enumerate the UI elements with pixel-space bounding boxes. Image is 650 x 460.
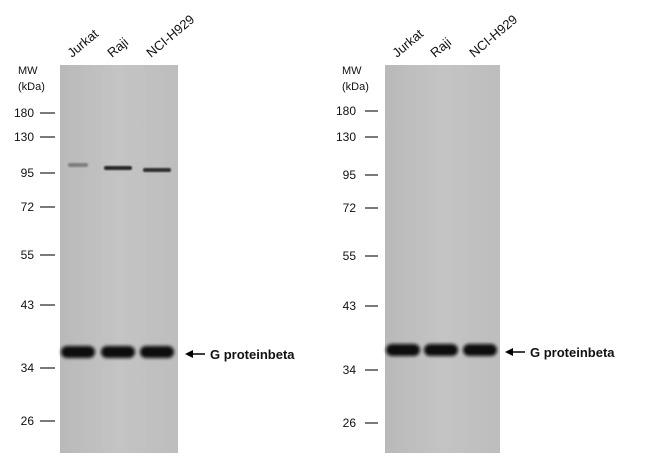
marker-label: 34 <box>343 363 357 377</box>
lane-label: Jurkat <box>389 26 426 60</box>
marker-label: 34 <box>21 361 35 375</box>
marker-label: 26 <box>343 416 357 430</box>
marker-label: 43 <box>343 299 357 313</box>
marker-label: 180 <box>336 104 356 118</box>
faint-band <box>143 168 171 172</box>
band-label: G proteinbeta <box>210 347 295 362</box>
marker-label: 95 <box>343 168 357 182</box>
lane-label: Raji <box>104 34 131 60</box>
mw-label: MW <box>18 65 38 77</box>
mw-unit-label: (kDa) <box>342 81 369 93</box>
marker-label: 130 <box>336 130 356 144</box>
arrow-head <box>505 348 513 356</box>
protein-band <box>140 346 174 358</box>
marker-label: 95 <box>21 166 35 180</box>
faint-band <box>104 166 132 170</box>
marker-label: 26 <box>21 414 35 428</box>
blot-membrane <box>60 65 178 453</box>
marker-label: 43 <box>21 298 35 312</box>
protein-band <box>463 344 497 356</box>
lane-label: Raji <box>427 34 454 60</box>
protein-band <box>101 346 135 358</box>
lane-label: Jurkat <box>64 26 101 60</box>
lane-label: NCI-H929 <box>143 12 197 61</box>
marker-label: 130 <box>14 130 34 144</box>
marker-label: 72 <box>21 200 35 214</box>
faint-band <box>68 163 88 167</box>
blot-membrane <box>385 65 500 453</box>
mw-label: MW <box>342 65 362 77</box>
marker-label: 55 <box>343 249 357 263</box>
marker-label: 180 <box>14 106 34 120</box>
arrow-head <box>185 350 193 358</box>
marker-label: 72 <box>343 201 357 215</box>
band-label: G proteinbeta <box>530 345 615 360</box>
protein-band <box>61 346 95 358</box>
marker-label: 55 <box>21 248 35 262</box>
lane-label: NCI-H929 <box>466 12 520 61</box>
protein-band <box>386 344 420 356</box>
mw-unit-label: (kDa) <box>18 81 45 93</box>
protein-band <box>424 344 458 356</box>
